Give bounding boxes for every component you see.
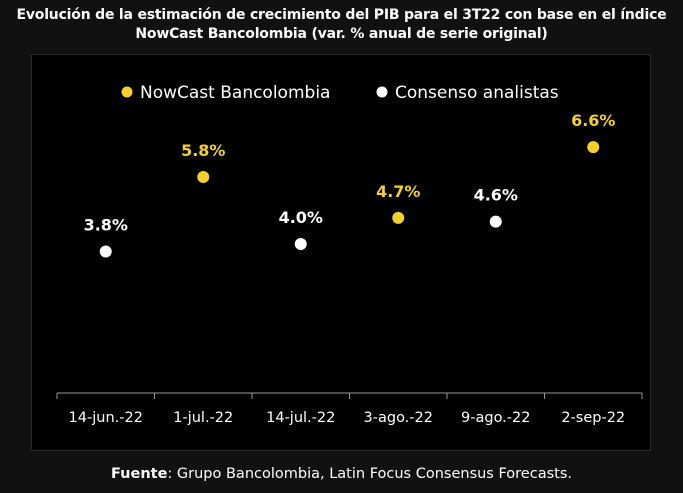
x-tick-label: 1-jul.-22	[173, 410, 233, 426]
chart-plot-area: 14-jun.-22 1-jul.-22 14-jul.-22 3-ago.-22 9-…	[31, 54, 651, 451]
chart-title-line-1: Evolución de la estimación de crecimient…	[16, 7, 667, 23]
data-point	[99, 245, 112, 258]
legend-label-nowcast: NowCast Bancolombia	[140, 83, 330, 103]
legend-label-consenso: Consenso analistas	[395, 83, 559, 103]
x-tick-label: 9-ago.-22	[461, 410, 530, 426]
x-tick-label: 2-sep-22	[561, 410, 625, 426]
data-point	[197, 170, 210, 183]
data-point	[489, 215, 502, 228]
x-tick-label: 3-ago.-22	[364, 410, 433, 426]
chart-title: Evolución de la estimación de crecimient…	[0, 6, 683, 44]
legend-marker-nowcast	[121, 86, 133, 98]
data-label: 4.0%	[279, 208, 323, 227]
source-note: Fuente: Grupo Bancolombia, Latin Focus C…	[0, 466, 683, 482]
data-label: 6.6%	[571, 111, 615, 130]
scatter-chart: 14-jun.-22 1-jul.-22 14-jul.-22 3-ago.-22 9-…	[56, 83, 643, 426]
x-tick-label: 14-jul.-22	[266, 410, 335, 426]
data-label: 4.6%	[474, 186, 518, 205]
source-label: Fuente	[110, 466, 168, 482]
legend-marker-consenso	[376, 86, 388, 98]
data-point	[392, 211, 405, 224]
data-point	[294, 238, 307, 250]
chart-title-line-2: NowCast Bancolombia (var. % anual de ser…	[135, 26, 548, 42]
x-tick-label: 14-jun.-22	[69, 410, 143, 426]
data-label: 3.8%	[84, 215, 128, 234]
source-text: : Grupo Bancolombia, Latin Focus Consens…	[167, 466, 572, 482]
data-label: 5.8%	[181, 141, 225, 160]
data-label: 4.7%	[376, 182, 420, 201]
data-point	[587, 141, 600, 154]
